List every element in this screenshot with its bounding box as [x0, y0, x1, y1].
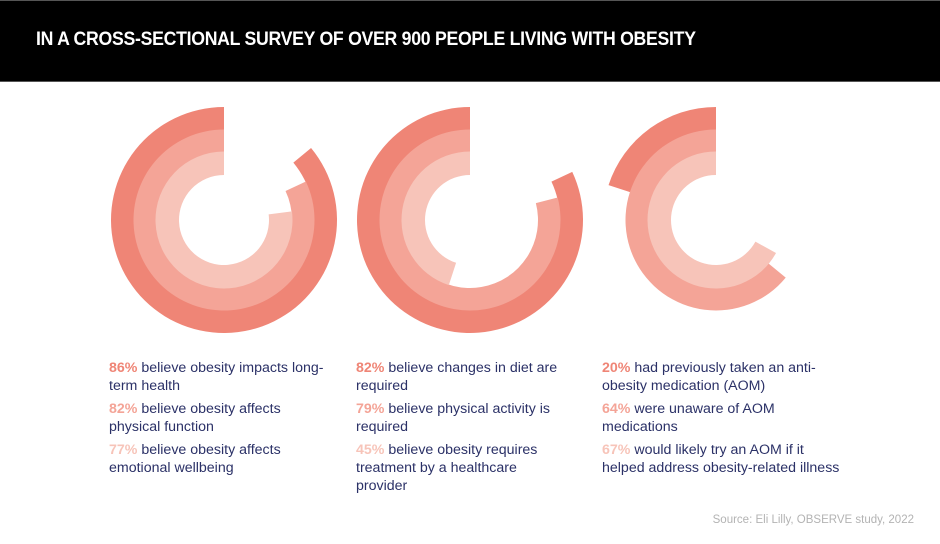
stat-percent: 67% — [602, 442, 631, 458]
radial-bar-ring-2 — [625, 129, 786, 311]
stat-percent: 77% — [109, 442, 138, 458]
stat-item: 79% believe physical activity is require… — [356, 400, 566, 436]
stat-percent: 20% — [602, 360, 631, 376]
source-citation: Source: Eli Lilly, OBSERVE study, 2022 — [712, 514, 914, 526]
stat-item: 86% believe obesity impacts long-term he… — [109, 359, 324, 395]
stat-text: believe changes in diet are required — [356, 360, 558, 394]
radial-chart-requirements — [356, 107, 583, 333]
stat-percent: 64% — [602, 401, 631, 417]
radial-bar-ring-3 — [401, 151, 470, 286]
radial-chart-health-impact — [110, 107, 337, 333]
page-title: IN A CROSS-SECTIONAL SURVEY OF OVER 900 … — [36, 29, 696, 50]
stat-text: would likely try an AOM if it helped add… — [602, 442, 840, 476]
stat-text: had previously taken an anti-obesity med… — [602, 360, 816, 394]
stats-column-requirements: 82% believe changes in diet are required… — [356, 359, 566, 500]
stats-column-aom: 20% had previously taken an anti-obesity… — [602, 359, 842, 482]
stat-percent: 45% — [356, 442, 385, 458]
stat-text: believe obesity impacts long-term health — [109, 360, 324, 394]
radial-chart-aom — [608, 107, 786, 311]
stat-text: believe obesity requires treatment by a … — [356, 442, 538, 494]
stat-item: 67% would likely try an AOM if it helped… — [602, 441, 842, 477]
header-banner: IN A CROSS-SECTIONAL SURVEY OF OVER 900 … — [0, 0, 940, 82]
radial-bar-ring-3 — [155, 151, 293, 289]
stat-item: 20% had previously taken an anti-obesity… — [602, 359, 842, 395]
stat-text: believe physical activity is required — [356, 401, 550, 435]
radial-bar-ring-3 — [647, 151, 777, 289]
stat-item: 77% believe obesity affects emotional we… — [109, 441, 324, 477]
radial-bar-ring-1 — [608, 107, 716, 193]
stat-item: 64% were unaware of AOM medications — [602, 400, 842, 436]
stat-text: believe obesity affects emotional wellbe… — [109, 442, 281, 476]
stat-item: 45% believe obesity requires treatment b… — [356, 441, 566, 495]
stat-percent: 86% — [109, 360, 138, 376]
stat-item: 82% believe obesity affects physical fun… — [109, 400, 324, 436]
stat-text: were unaware of AOM medications — [602, 401, 775, 435]
stat-text: believe obesity affects physical functio… — [109, 401, 281, 435]
stat-percent: 82% — [356, 360, 385, 376]
stat-percent: 82% — [109, 401, 138, 417]
stat-percent: 79% — [356, 401, 385, 417]
stat-item: 82% believe changes in diet are required — [356, 359, 566, 395]
stats-column-health-impact: 86% believe obesity impacts long-term he… — [109, 359, 324, 482]
